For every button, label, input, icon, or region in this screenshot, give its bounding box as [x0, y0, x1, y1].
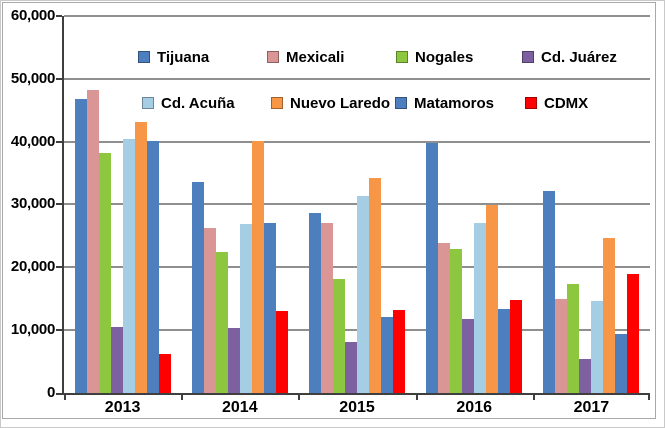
x-axis-labels: 2013 2014 2015 2016 2017	[64, 399, 650, 417]
bar-tijuana-2016	[426, 143, 439, 393]
x-axis-label-2016: 2016	[456, 399, 492, 416]
bar-nuevo-laredo-2013	[134, 122, 147, 393]
bar-matamoros-2015	[381, 317, 393, 393]
bar-cd-ju-rez-2014	[227, 328, 240, 393]
bar-cd-acu-a-2013	[122, 139, 135, 393]
y-axis-label-50-000: 50,000	[10, 70, 55, 87]
bar-matamoros-2013	[146, 141, 159, 393]
y-tick	[56, 266, 62, 268]
bar-tijuana-2013	[74, 99, 87, 393]
y-axis-label-40-000: 40,000	[10, 133, 55, 150]
bar-cd-acu-a-2014	[239, 224, 252, 393]
x-axis-label-2014: 2014	[222, 399, 258, 416]
bar-nuevo-laredo-2016	[486, 205, 499, 393]
bar-nogales-2016	[450, 249, 463, 393]
bar-group-2015	[298, 16, 415, 393]
bar-matamoros-2016	[498, 309, 511, 393]
bar-tijuana-2017	[543, 191, 556, 393]
bar-group-2016	[416, 16, 533, 393]
y-tick	[56, 203, 62, 205]
bar-nuevo-laredo-2017	[603, 238, 616, 393]
bar-nogales-2014	[215, 252, 228, 393]
bar-cdmx-2014	[275, 311, 288, 393]
bar-nogales-2015	[333, 279, 345, 393]
bar-mexicali-2016	[438, 243, 451, 393]
bar-group-2014	[181, 16, 298, 393]
plot-area: Tijuana Mexicali Nogales Cd. Juárez Cd. Acuñ…	[56, 15, 650, 400]
bar-nuevo-laredo-2015	[369, 178, 381, 393]
bar-mexicali-2013	[86, 90, 99, 393]
bar-mexicali-2017	[555, 299, 568, 393]
x-tick	[64, 395, 66, 400]
y-axis-label-10-000: 10,000	[10, 321, 55, 338]
bar-matamoros-2017	[615, 334, 628, 393]
bar-cdmx-2016	[510, 300, 523, 393]
bar-group-2017	[533, 16, 650, 393]
bar-cdmx-2015	[393, 310, 405, 393]
y-tick	[56, 393, 62, 395]
bar-cd-ju-rez-2017	[579, 359, 592, 393]
y-axis-labels: 0 10,000 20,000 30,000 40,000 50,000 60,000	[5, 7, 55, 401]
bar-group-2013	[64, 16, 181, 393]
x-axis-label-2017: 2017	[573, 399, 610, 416]
x-tick	[298, 395, 300, 400]
bar-cd-acu-a-2017	[591, 301, 604, 393]
x-axis-label-2015: 2015	[339, 399, 375, 416]
y-tick	[56, 141, 62, 143]
bar-cd-ju-rez-2016	[462, 319, 475, 393]
y-axis-line	[62, 16, 64, 395]
gridline-50000	[64, 78, 650, 80]
bar-groups	[64, 16, 650, 393]
bar-nogales-2013	[98, 153, 111, 393]
bar-tijuana-2015	[309, 213, 321, 393]
bar-matamoros-2014	[263, 223, 276, 393]
x-tick	[648, 395, 650, 400]
bar-cd-acu-a-2016	[474, 223, 487, 393]
gridline-60000	[64, 15, 650, 17]
x-axis-label-2013: 2013	[104, 399, 141, 416]
bar-cdmx-2017	[627, 274, 640, 393]
bar-cd-ju-rez-2013	[110, 327, 123, 393]
x-tick	[533, 395, 535, 400]
chart-frame: Tijuana Mexicali Nogales Cd. Juárez Cd. Acuñ…	[2, 2, 656, 419]
bar-tijuana-2014	[191, 182, 204, 393]
y-axis-label-0: 0	[46, 384, 55, 401]
y-axis-label-60-000: 60,000	[10, 7, 55, 24]
gridline-40000	[64, 141, 650, 143]
y-tick	[56, 15, 62, 17]
y-axis-label-30-000: 30,000	[10, 195, 55, 212]
y-tick	[56, 78, 62, 80]
bar-mexicali-2014	[203, 228, 216, 393]
x-tick	[416, 395, 418, 400]
x-tick	[181, 395, 183, 400]
bar-nogales-2017	[567, 284, 580, 393]
bar-mexicali-2015	[321, 223, 333, 393]
bar-cd-acu-a-2015	[357, 196, 369, 393]
bar-nuevo-laredo-2014	[251, 141, 264, 393]
bar-cd-ju-rez-2015	[345, 342, 357, 393]
x-axis-line	[62, 393, 650, 395]
y-axis-label-20-000: 20,000	[10, 258, 55, 275]
bar-cdmx-2013	[158, 354, 171, 393]
y-tick	[56, 329, 62, 331]
